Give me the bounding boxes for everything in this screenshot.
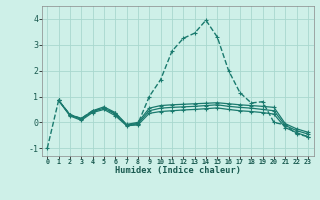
X-axis label: Humidex (Indice chaleur): Humidex (Indice chaleur) <box>115 166 241 175</box>
